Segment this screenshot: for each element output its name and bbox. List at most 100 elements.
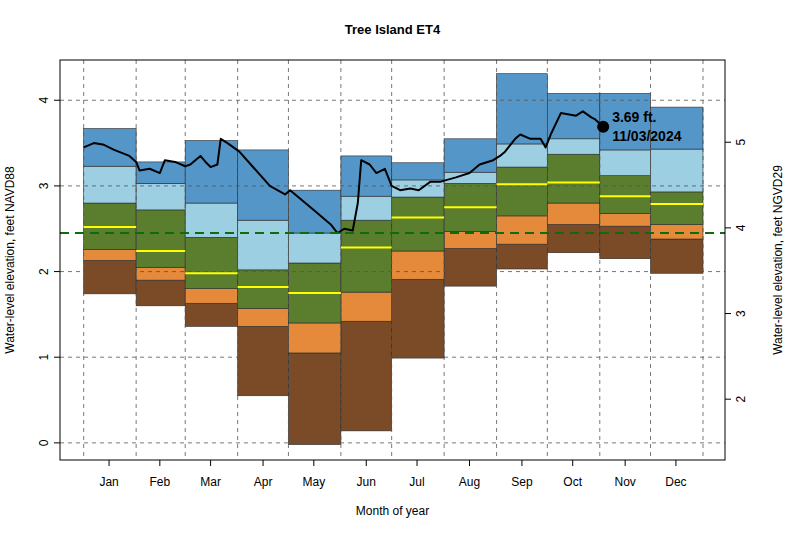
tick-label: 5 xyxy=(734,139,748,146)
percentile-band xyxy=(136,280,185,306)
tick xyxy=(54,442,60,443)
chart: 3.69 ft.11/03/2024012342345JanFebMarAprM… xyxy=(0,0,800,533)
tick-label: Jun xyxy=(357,475,376,489)
percentile-band xyxy=(497,167,548,216)
grid-line xyxy=(444,60,445,460)
grid-line xyxy=(60,100,725,101)
tick xyxy=(725,399,731,400)
percentile-band xyxy=(288,233,340,263)
x-axis-title: Month of year xyxy=(356,504,429,518)
tick-label: 3 xyxy=(734,310,748,317)
median-line xyxy=(84,226,136,228)
tick xyxy=(159,460,160,466)
percentile-band xyxy=(288,323,340,353)
percentile-band xyxy=(136,210,185,267)
percentile-band xyxy=(185,289,237,304)
percentile-band xyxy=(444,139,496,172)
tick xyxy=(469,460,470,466)
percentile-band xyxy=(497,144,548,167)
grid-line xyxy=(599,60,600,460)
tick xyxy=(210,460,211,466)
percentile-band xyxy=(600,176,651,214)
tick-label: 2 xyxy=(37,268,51,275)
tick xyxy=(54,271,60,272)
percentile-band xyxy=(392,279,444,358)
y2-axis-title: Water-level elevation, feet NGVD29 xyxy=(771,165,785,355)
percentile-band xyxy=(547,203,599,224)
percentile-band xyxy=(497,74,548,144)
median-line xyxy=(341,247,392,249)
median-line xyxy=(288,292,340,294)
percentile-band xyxy=(341,220,392,292)
tick-label: Oct xyxy=(563,475,582,489)
grid-line xyxy=(391,60,392,460)
percentile-band xyxy=(185,303,237,326)
tick-label: Feb xyxy=(149,475,170,489)
percentile-band xyxy=(547,224,599,252)
percentile-band xyxy=(547,139,599,154)
grid-line xyxy=(60,442,725,443)
percentile-band xyxy=(185,237,237,288)
percentile-band xyxy=(84,249,136,260)
tick xyxy=(725,227,731,228)
grid-line xyxy=(496,60,497,460)
tick xyxy=(366,460,367,466)
tick-label: 0 xyxy=(37,439,51,446)
tick-label: 4 xyxy=(37,97,51,104)
tick-label: Dec xyxy=(665,475,686,489)
grid-line xyxy=(185,60,186,460)
percentile-band xyxy=(341,292,392,321)
tick-label: Nov xyxy=(614,475,635,489)
percentile-band xyxy=(84,203,136,249)
tick xyxy=(725,313,731,314)
percentile-band xyxy=(651,239,703,273)
tick-label: Jul xyxy=(409,475,424,489)
median-line xyxy=(547,181,599,183)
percentile-band xyxy=(497,216,548,244)
current-point xyxy=(597,121,609,133)
percentile-band xyxy=(136,183,185,210)
y-axis-title: Water-level elevation, feet NAVD88 xyxy=(3,166,17,354)
percentile-band xyxy=(497,244,548,269)
percentile-band xyxy=(238,326,289,395)
percentile-band xyxy=(392,197,444,251)
data-label: 3.69 ft. xyxy=(612,109,656,125)
grid-line xyxy=(60,271,725,272)
tick-label: Mar xyxy=(200,475,221,489)
grid-line xyxy=(703,60,704,460)
tick-label: 2 xyxy=(734,396,748,403)
percentile-band xyxy=(392,163,444,180)
percentile-band xyxy=(84,166,136,203)
median-line xyxy=(136,250,185,252)
tick-label: Aug xyxy=(459,475,480,489)
percentile-band xyxy=(444,248,496,286)
tick xyxy=(263,460,264,466)
percentile-band xyxy=(651,192,703,225)
tick xyxy=(417,460,418,466)
percentile-band xyxy=(600,150,651,176)
percentile-band xyxy=(288,353,340,445)
plot-area xyxy=(60,60,725,460)
grid-line xyxy=(288,60,289,460)
percentile-band xyxy=(288,263,340,323)
median-line xyxy=(444,206,496,208)
grid-line xyxy=(60,357,725,358)
percentile-band xyxy=(600,226,651,259)
tick-label: 4 xyxy=(734,224,748,231)
grid-line xyxy=(340,60,341,460)
tick xyxy=(521,460,522,466)
tick xyxy=(54,185,60,186)
percentile-band xyxy=(341,196,392,220)
median-line xyxy=(185,272,237,274)
tick-label: Jan xyxy=(99,475,118,489)
percentile-band xyxy=(392,251,444,279)
median-line xyxy=(497,183,548,185)
grid-line xyxy=(547,60,548,460)
percentile-band xyxy=(651,149,703,192)
observed-line xyxy=(84,111,603,233)
tick xyxy=(725,142,731,143)
plot-frame xyxy=(60,60,725,460)
median-line xyxy=(600,195,651,197)
annotation: 11/03/2024 xyxy=(612,128,682,144)
percentile-band xyxy=(444,183,496,231)
